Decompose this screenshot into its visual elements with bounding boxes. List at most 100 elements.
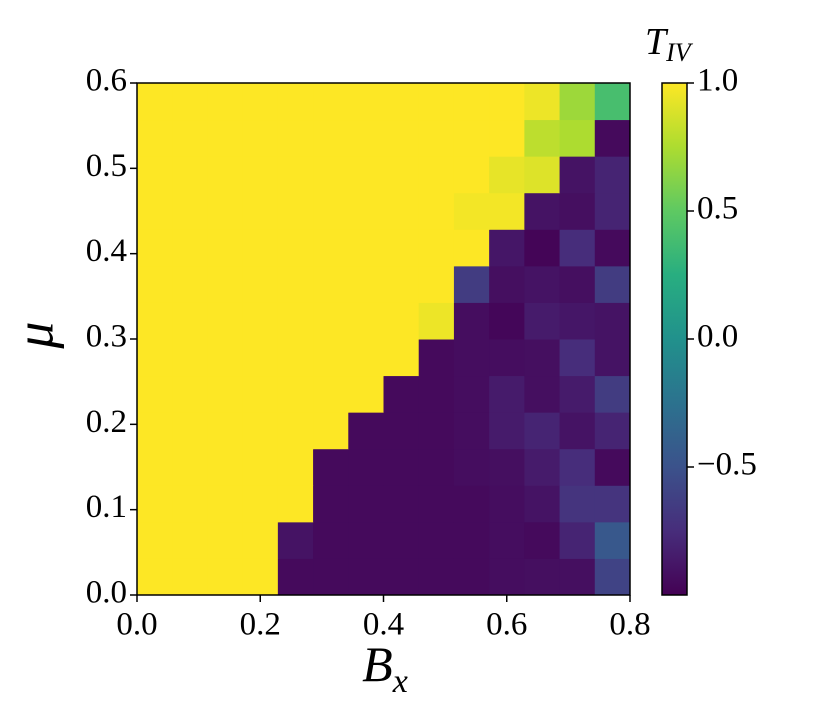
heatmap-cell — [524, 302, 561, 340]
heatmap-cell — [137, 558, 173, 596]
heatmap-cell — [348, 302, 384, 340]
heatmap-cell — [524, 412, 561, 450]
heatmap-cell — [453, 192, 490, 230]
heatmap-cell — [172, 448, 208, 486]
heatmap-cell — [418, 156, 455, 194]
heatmap-cells — [137, 83, 631, 596]
x-label-base: B — [362, 636, 393, 692]
heatmap-cell — [418, 558, 455, 596]
heatmap-cell — [418, 83, 455, 121]
heatmap-cell — [524, 119, 561, 157]
heatmap-cell — [453, 448, 490, 486]
heatmap-cell — [172, 375, 208, 413]
heatmap-cell — [348, 412, 384, 450]
heatmap-cell — [137, 156, 173, 194]
heatmap-cell — [489, 229, 525, 267]
heatmap-cell — [594, 119, 631, 157]
heatmap-cell — [453, 558, 490, 596]
heatmap-cell — [383, 229, 420, 267]
heatmap-cell — [383, 339, 420, 377]
heatmap-cell — [172, 521, 208, 559]
heatmap-cell — [137, 229, 173, 267]
heatmap-cell — [242, 375, 279, 413]
heatmap-cell — [489, 119, 525, 157]
heatmap-cell — [277, 375, 314, 413]
x-tick-label: 0.0 — [116, 607, 157, 643]
heatmap-cell — [172, 302, 208, 340]
heatmap-cell — [207, 485, 244, 523]
heatmap-cell — [172, 156, 208, 194]
heatmap-cell — [559, 558, 596, 596]
heatmap-cell — [594, 558, 631, 596]
heatmap-cell — [489, 265, 525, 303]
heatmap-cell — [313, 119, 349, 157]
heatmap-cell — [207, 558, 244, 596]
y-tick-label: 0.1 — [86, 489, 127, 525]
heatmap-cell — [242, 119, 279, 157]
heatmap-cell — [313, 412, 349, 450]
heatmap-cell — [489, 156, 525, 194]
heatmap-cell — [453, 156, 490, 194]
heatmap-cell — [489, 302, 525, 340]
heatmap-cell — [242, 339, 279, 377]
heatmap-cell — [277, 448, 314, 486]
heatmap-cell — [418, 229, 455, 267]
heatmap-cell — [277, 83, 314, 121]
heatmap-cell — [242, 83, 279, 121]
heatmap-cell — [383, 302, 420, 340]
colorbar-tick-label: 1.0 — [697, 63, 738, 99]
heatmap-cell — [313, 229, 349, 267]
colorbar-tick-label: 0.0 — [697, 319, 738, 355]
heatmap-cell — [348, 485, 384, 523]
heatmap-cell — [207, 119, 244, 157]
heatmap-cell — [559, 448, 596, 486]
heatmap-cell — [172, 412, 208, 450]
heatmap-cell — [277, 192, 314, 230]
heatmap-cell — [277, 521, 314, 559]
heatmap-cell — [383, 485, 420, 523]
heatmap-cell — [137, 302, 173, 340]
heatmap-cell — [559, 375, 596, 413]
x-label-sub: x — [392, 663, 408, 700]
heatmap-cell — [383, 375, 420, 413]
heatmap-cell — [383, 558, 420, 596]
heatmap-cell — [242, 448, 279, 486]
heatmap-cell — [524, 229, 561, 267]
heatmap-cell — [348, 265, 384, 303]
heatmap-cell — [594, 339, 631, 377]
heatmap-cell — [348, 119, 384, 157]
heatmap-cell — [242, 558, 279, 596]
heatmap-cell — [207, 448, 244, 486]
heatmap-cell — [172, 83, 208, 121]
heatmap-cell — [453, 412, 490, 450]
y-tick-label: 0.2 — [86, 404, 127, 440]
heatmap-cell — [348, 83, 384, 121]
y-tick-label: 0.4 — [86, 233, 127, 269]
heatmap-cell — [207, 521, 244, 559]
heatmap-cell — [489, 412, 525, 450]
heatmap-cell — [453, 521, 490, 559]
heatmap-cell — [418, 448, 455, 486]
heatmap-cell — [418, 412, 455, 450]
heatmap-cell — [418, 119, 455, 157]
heatmap-cell — [137, 375, 173, 413]
heatmap-cell — [383, 119, 420, 157]
heatmap-cell — [594, 448, 631, 486]
heatmap-cell — [242, 412, 279, 450]
heatmap-cell — [137, 119, 173, 157]
heatmap-cell — [559, 156, 596, 194]
heatmap-cell — [418, 375, 455, 413]
heatmap-cell — [524, 375, 561, 413]
heatmap-cell — [418, 521, 455, 559]
heatmap-cell — [348, 558, 384, 596]
heatmap-cell — [277, 156, 314, 194]
y-tick-label: 0.5 — [86, 148, 127, 184]
heatmap-cell — [137, 192, 173, 230]
heatmap-cell — [524, 265, 561, 303]
heatmap-cell — [137, 83, 173, 121]
y-tick-label: 0.6 — [86, 63, 127, 99]
heatmap-cell — [313, 485, 349, 523]
colorbar-label: TIV — [645, 21, 694, 67]
heatmap-cell — [137, 339, 173, 377]
